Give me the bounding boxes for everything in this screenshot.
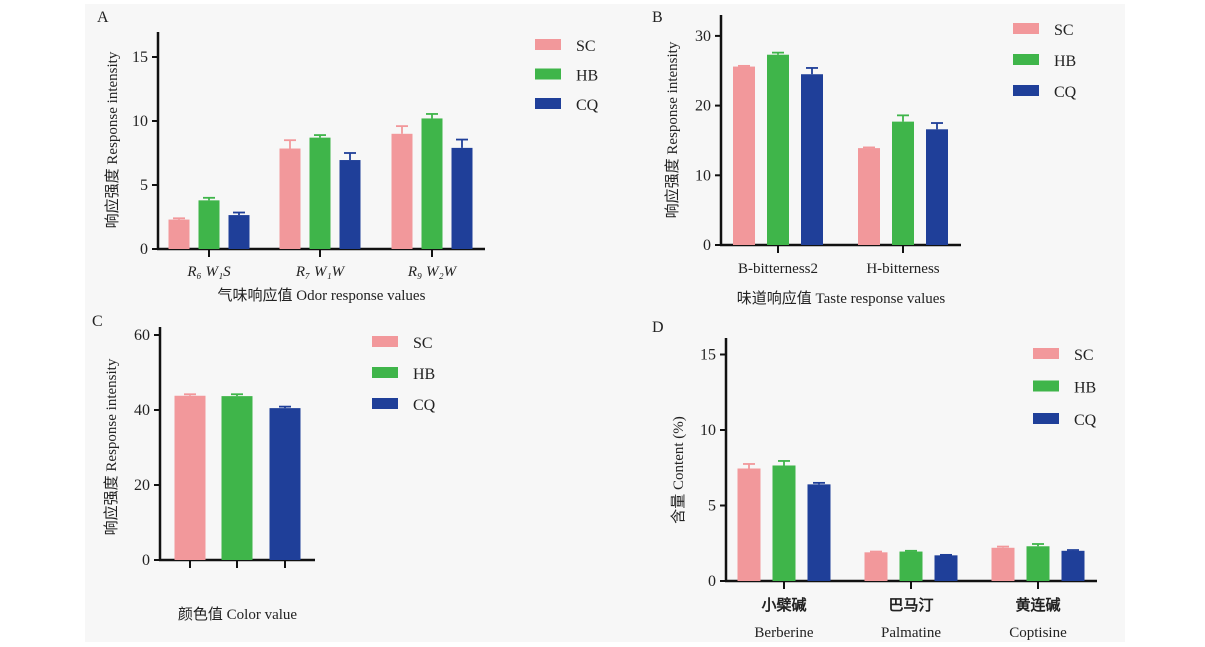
bar-sc [168,219,190,249]
legend-swatch-hb [1033,380,1059,392]
bar-sc [991,547,1015,581]
x-tick-label: 巴马汀 [888,596,933,614]
panel-label: C [92,313,103,330]
legend-swatch-hb [1013,54,1039,65]
bar-sc [733,66,755,246]
x-tick-label: B-bitterness2 [738,261,818,277]
bar-hb [309,137,331,249]
legend-label: SC [1074,347,1094,364]
legend-swatch-sc [372,336,398,347]
bar-cq [807,484,831,581]
y-tick-label: 10 [695,167,711,184]
y-tick-label: 0 [140,241,148,258]
y-tick-label: 10 [700,422,716,439]
bar-hb [899,551,923,581]
legend-swatch-cq [1033,413,1059,424]
bar-hb [767,54,789,246]
y-tick-label: 60 [134,327,150,344]
bar-cq [801,74,823,245]
legend-swatch-sc [1033,348,1059,359]
legend-label: CQ [413,397,436,414]
legend-label: HB [1074,380,1096,397]
bar-cq [228,215,250,249]
legend-label: HB [413,366,435,383]
bar-hb [772,465,796,581]
bar-sc [737,468,761,581]
x-tick-label-en: Palmatine [881,625,941,641]
x-tick-label: R₉ W₂W [407,264,458,280]
y-tick-label: 20 [134,477,150,494]
bar-hb [221,396,253,560]
y-tick-label: 20 [695,98,711,115]
y-tick-label: 0 [708,573,716,590]
legend-swatch-sc [1013,23,1039,34]
bar-hb [892,121,914,245]
legend-swatch-hb [535,68,561,80]
legend-swatch-hb [372,367,398,378]
y-tick-label: 5 [708,498,716,515]
panel-label: A [97,9,109,26]
y-tick-label: 10 [132,113,148,130]
legend-label: SC [413,335,433,352]
x-tick-label: H-bitterness [866,261,939,277]
panel-d: D 0 5 10 15 含量 Content (%) 小檗碱 Berberine 巴马汀 Palm… [652,319,1097,641]
y-axis-title: 含量 Content (%) [670,416,687,523]
legend-label: CQ [576,97,599,114]
legend-swatch-cq [1013,85,1039,96]
panel-label: B [652,9,663,26]
bar-cq [1061,550,1085,581]
bar-sc [279,148,301,249]
bar-cq [934,555,958,581]
x-tick-label: R₇ W₁W [295,264,346,280]
legend-swatch-cq [372,398,398,409]
legend-label: SC [1054,22,1074,39]
y-tick-label: 30 [695,28,711,45]
x-axis-title: 颜色值 Color value [178,606,297,623]
legend-swatch-cq [535,98,561,109]
panel-label: D [652,319,664,336]
y-axis-title: 响应强度 Response intensity [103,51,121,228]
y-tick-label: 0 [703,237,711,254]
x-axis-title: 气味响应值 Odor response values [218,286,426,304]
bar-cq [269,408,301,560]
legend-label: HB [1054,53,1076,70]
legend-label: SC [576,38,596,55]
bar-sc [864,552,888,581]
x-tick-label-en: Berberine [754,625,813,641]
bar-sc [391,133,413,249]
y-tick-label: 5 [140,177,148,194]
x-axis-title: 味道响应值 Taste response values [737,289,946,307]
x-tick-label-en: Coptisine [1009,625,1067,641]
y-tick-label: 15 [132,49,148,66]
panel-c: C 0 20 40 60 响应强度 Response intensity 颜色值 Color… [92,313,436,623]
y-axis-title: 响应强度 Response intensity [663,41,681,218]
bar-cq [451,147,473,249]
y-tick-label: 0 [142,552,150,569]
legend-label: HB [576,68,598,85]
x-tick-label: 黄连碱 [1015,596,1060,614]
x-tick-label: R₆ W₁S [186,264,231,280]
bar-cq [339,160,361,249]
panel-a: A 0 5 10 15 响应强度 Response intensity R₆ W₁S R₇ W… [97,9,599,304]
legend-swatch-sc [535,39,561,50]
bar-cq [926,129,948,245]
x-tick-label: 小檗碱 [761,596,806,614]
legend-label: CQ [1054,84,1077,101]
bar-sc [174,395,206,560]
panel-b: B 0 10 20 30 响应强度 Response intensity B-bittern… [652,9,1077,307]
y-axis-title: 响应强度 Response intensity [102,358,120,535]
figure-background [85,4,1125,642]
bar-hb [1026,546,1050,581]
y-tick-label: 40 [134,402,150,419]
bar-hb [198,200,220,249]
legend-label: CQ [1074,412,1097,429]
y-tick-label: 15 [700,347,716,364]
bar-hb [421,118,443,249]
bar-sc [858,148,880,245]
